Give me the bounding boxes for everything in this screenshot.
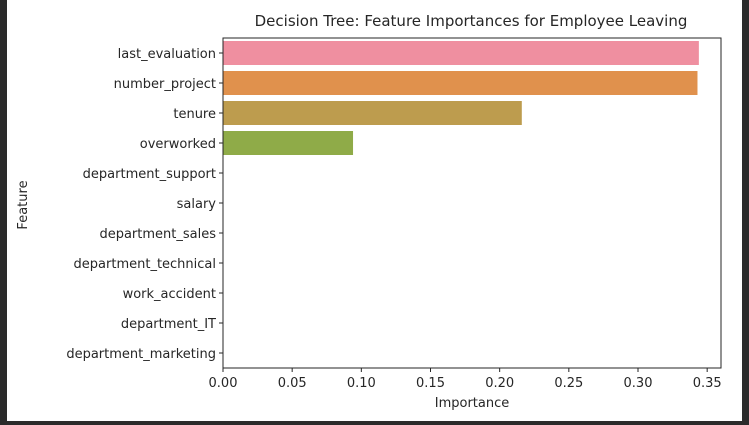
bar-number_project bbox=[223, 71, 698, 95]
bars-group bbox=[223, 41, 699, 155]
x-tick-label: 0.10 bbox=[347, 376, 376, 391]
x-tick-label: 0.25 bbox=[554, 376, 583, 391]
y-tick-label: salary bbox=[177, 197, 217, 212]
y-tick-label: department_technical bbox=[74, 257, 216, 272]
chart-title: Decision Tree: Feature Importances for E… bbox=[255, 12, 688, 30]
y-tick-label: department_sales bbox=[99, 227, 216, 242]
x-tick-label: 0.05 bbox=[278, 376, 307, 391]
x-ticks: 0.00 0.05 0.10 0.15 0.20 0.25 0.30 0.35 bbox=[209, 368, 722, 391]
bar-last_evaluation bbox=[223, 41, 699, 65]
x-tick-label: 0.35 bbox=[693, 376, 722, 391]
y-axis-title: Feature bbox=[16, 180, 31, 229]
x-tick-label: 0.30 bbox=[624, 376, 653, 391]
x-axis-title: Importance bbox=[435, 396, 510, 411]
bar-tenure bbox=[223, 101, 522, 125]
y-tick-label: last_evaluation bbox=[118, 47, 216, 62]
chart-frame: Decision Tree: Feature Importances for E… bbox=[7, 0, 742, 421]
feature-importance-chart: Decision Tree: Feature Importances for E… bbox=[16, 12, 722, 411]
bar-overworked bbox=[223, 131, 354, 155]
x-tick-label: 0.00 bbox=[209, 376, 238, 391]
x-tick-label: 0.20 bbox=[485, 376, 514, 391]
y-tick-label: tenure bbox=[173, 107, 216, 122]
y-tick-label: department_IT bbox=[121, 317, 216, 332]
x-tick-label: 0.15 bbox=[416, 376, 445, 391]
y-tick-label: department_support bbox=[83, 167, 216, 182]
y-tick-label: department_marketing bbox=[66, 347, 216, 362]
plot-area-border bbox=[222, 37, 722, 369]
y-tick-label: number_project bbox=[114, 77, 216, 92]
y-tick-label: overworked bbox=[140, 137, 216, 152]
y-tick-label: work_accident bbox=[123, 287, 216, 302]
